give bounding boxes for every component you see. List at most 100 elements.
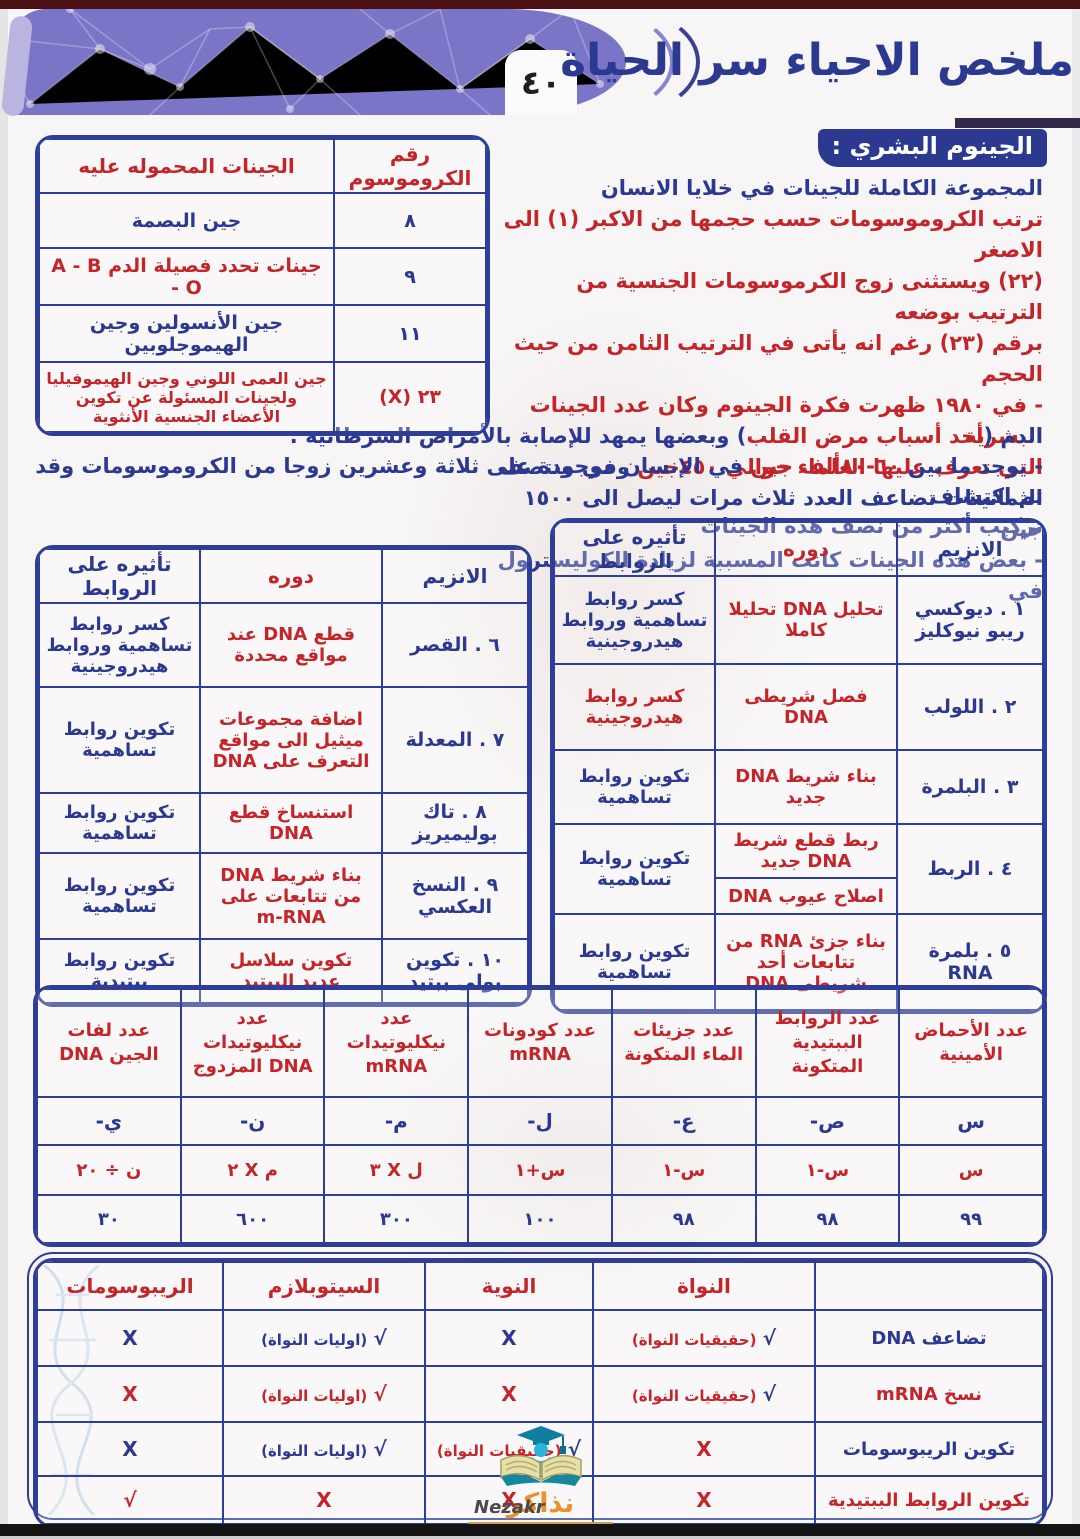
process-label: تكوين الريبوسومات [814,1421,1044,1477]
value-cell: ٣٠ [36,1194,182,1244]
check-mark: √ [373,1382,387,1406]
location-cell: X [592,1475,816,1525]
x-mark: X [122,1382,138,1406]
genome-line: - في ١٩٨٠ ظهرت فكرة الجينوم وكان عدد الج… [529,393,1043,448]
location-cell: √ (اوليات النواة) [222,1309,426,1367]
col-header-dna-turns: عدد لفات الجين DNA [36,988,182,1098]
check-mark: √ [567,1437,582,1461]
enzyme-effect: تكوين روابط تساهمية [38,792,201,854]
formula-cell: ن ÷ ٢٠ [36,1144,182,1196]
enzyme-role: استنساخ قطع DNA [199,792,383,854]
table-row: ٣ . البلمرة بناء شريط DNA جديد تكوين روا… [553,749,1044,825]
col-header-mrna-nucleotides: عدد نيكليوتيدات mRNA [323,988,470,1098]
location-cell: √ (حقيقيات النواة) [592,1365,816,1423]
location-cell: X [36,1365,224,1423]
enzyme-name: ٨ . تاك بوليميريز [381,792,529,854]
enzyme-role: بناء شريط DNA جديد [714,749,898,825]
value-cell: ٩٨ [610,1194,757,1244]
table-row: تكوين الروابط الببتيدية X X X √ [36,1475,1044,1525]
symbol-cell: ي- [36,1096,182,1146]
enzyme-effect: كسر روابط هيدروجينية [553,663,716,751]
table-row: تضاعف DNA √ (حقيقيات النواة) X √ (اوليات… [36,1309,1044,1367]
table-row: نسخ mRNA √ (حقيقيات النواة) X √ (اوليات … [36,1365,1044,1423]
x-mark: X [501,1326,517,1350]
enzyme-name: ٧ . المعدلة [381,686,529,794]
col-header-enzyme: الانزيم [896,521,1044,577]
logo-underline [468,1522,613,1525]
cell-note: (اوليات النواة) [261,1331,368,1349]
genome-line: برقم (٢٣) رغم انه يأتى في الترتيب الثامن… [513,331,1043,386]
enzyme-role: فصل شريطى DNA [714,663,898,751]
col-header-peptide-bonds: عدد الروابط الببتيدية المتكونة [754,988,901,1098]
table-row: تكوين الريبوسومات X √ (حقيقيات النواة) √… [36,1421,1044,1477]
col-header-chromosome-number: رقم الكروموسوم [333,138,487,194]
process-label: تكوين الروابط الببتيدية [814,1475,1044,1525]
check-mark: √ [762,1326,777,1350]
cell-note: (حقيقيات النواة) [631,1387,757,1405]
table-row: ٢٣ (X) جين العمى اللوني وجين الهيموفيليا… [38,361,487,433]
symbol-cell: ن- [179,1096,326,1146]
symbol-cell: ص- [754,1096,901,1146]
value-cell: ٣٠٠ [323,1194,470,1244]
genome-line: - يوجد ما بين ٦٠-٨٠ألف جين في الإنسان مو… [35,454,1043,508]
check-mark: √ [123,1488,137,1512]
col-header-cytoplasm: السيتوبلازم [222,1261,426,1311]
enzyme-effect: كسر روابط تساهمية وروابط هيدروجينية [38,602,201,688]
x-mark: X [122,1326,138,1350]
location-cell: X [424,1365,594,1423]
page-number: ٤٠ [520,63,562,102]
network-pattern [10,9,604,115]
x-mark: X [122,1437,138,1461]
symbol-cell: م- [323,1096,470,1146]
table-row: ٧ . المعدلة اضافة مجموعات ميثيل الى مواق… [38,686,529,794]
x-mark: X [696,1437,712,1461]
chromosome-number: ٨ [333,192,487,249]
values-row: ٩٩ ٩٨ ٩٨ ١٠٠ ٣٠٠ ٦٠٠ ٣٠ [36,1194,1044,1244]
page-number-tab: ٤٠ [505,50,577,115]
col-header-mrna-codons: عدد كودونات mRNA [467,988,613,1098]
location-cell: √ (اوليات النواة) [222,1365,426,1423]
formula-cell: س-١ [610,1144,757,1196]
enzyme-role: تحليل DNA تحليلا كاملا [714,575,898,665]
col-header-water-molecules: عدد جزيئات الماء المتكونة [610,988,757,1098]
location-cell: X [36,1421,224,1477]
enzyme-name: ٤ . الربط [896,823,1044,915]
table-row: ٩ . النسخ العكسي بناء شريط DNA من تتابعا… [38,852,529,940]
cell-note: (حقيقيات النواة) [631,1331,757,1349]
formula-cell: س [898,1144,1044,1196]
col-header-enzyme: الانزيم [381,548,529,604]
top-frame-bar [0,0,1080,9]
logo-latin-name: Nezakr [474,1497,545,1518]
location-cell: X [424,1309,594,1367]
banner-arc-inner [622,8,700,116]
location-cell: X [222,1475,426,1525]
genes-cell: جين البصمة [38,192,335,249]
genome-paragraph-column: المجموعة الكاملة للجينات في خلايا الانسا… [495,173,1043,607]
enzyme-role: اضافة مجموعات ميثيل الى مواقع التعرف على… [199,686,383,794]
symbol-cell: ل- [467,1096,613,1146]
genome-line: (٢٢) ويستثنى زوج الكرموسومات الجنسية من … [576,269,1043,324]
col-header-nucleolus: النوية [424,1261,594,1311]
enzyme-effect: تكوين روابط تساهمية [553,823,716,915]
genes-cell: جين الأنسولين وجين الهيموجلوبين [38,304,335,363]
nezakr-logo: نذاكر Nezakr [468,1424,613,1525]
enzyme-role: ربط قطع شريط DNA جديد [714,823,898,879]
enzyme-role-secondary: اصلاح عيوب DNA [714,877,898,915]
formula-cell: س+١ [467,1144,613,1196]
genome-line: الدم (أحد أسباب مرض القلب) وبعضها يمهد ل… [289,424,1043,448]
col-header-effect-on-bonds: تأثيره على الروابط [553,521,716,577]
genome-section-badge: الجينوم البشري : [817,129,1047,167]
enzyme-role: بناء شريط DNA من تتابعات على m-RNA [199,852,383,940]
enzyme-name: ٦ . القصر [381,602,529,688]
value-cell: ٩٨ [754,1194,901,1244]
col-header-effect-on-bonds: تأثيره على الروابط [38,548,201,604]
enzyme-name: ٩ . النسخ العكسي [381,852,529,940]
formulas-row: س س-١ س-١ س+١ ل X ٣ م X ٢ ن ÷ ٢٠ [36,1144,1044,1196]
graduate-book-icon [499,1426,582,1486]
table-row: ١١ جين الأنسولين وجين الهيموجلوبين [38,304,487,363]
symbol-cell: ع- [610,1096,757,1146]
cell-note: (اوليات النواة) [261,1387,368,1405]
formula-cell: ل X ٣ [323,1144,470,1196]
symbol-cell: س [898,1096,1044,1146]
col-header-ribosomes: الريبوسومات [36,1261,224,1311]
